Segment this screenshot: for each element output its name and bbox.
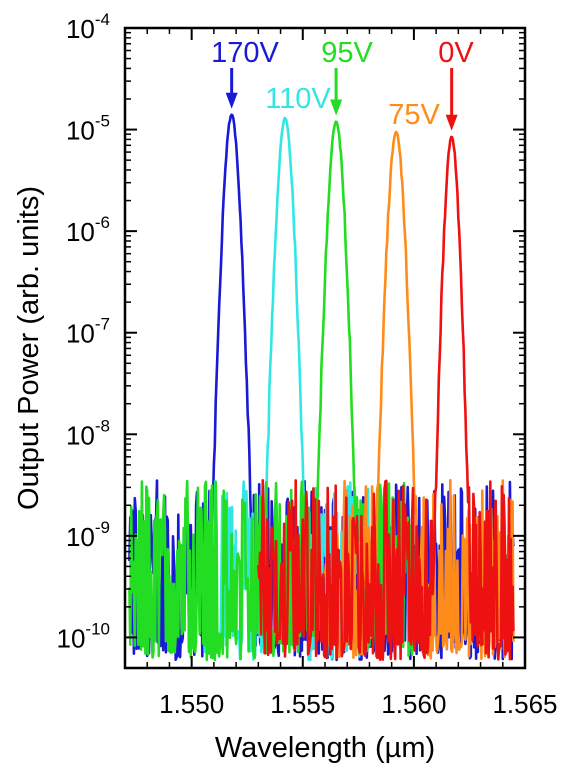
annotation-layer: 170V 110V 95V 75V 0V [211, 37, 474, 131]
annotation-arrow-head [445, 114, 458, 131]
x-tick-label: 1.560 [381, 689, 446, 719]
series-line-110v [201, 116, 371, 662]
annotation-label-95v: 95V [321, 37, 373, 69]
annotation-label-110v: 110V [265, 83, 331, 115]
y-axis-title: Output Power (arb. units) [13, 186, 45, 510]
x-tick-label: 1.565 [492, 689, 557, 719]
annotation-arrow-head [225, 92, 238, 109]
y-tick-label: 10-4 [66, 10, 110, 44]
y-tick-label: 10-7 [66, 315, 110, 349]
y-tick-label: 10-6 [66, 213, 110, 247]
y-tick-label: 10-5 [66, 112, 110, 146]
x-axis-title: Wavelength (µm) [215, 732, 435, 764]
y-tick-label: 10-8 [66, 416, 110, 450]
x-tick-label: 1.550 [159, 689, 224, 719]
series-layer [128, 113, 515, 662]
x-tick-label: 1.555 [270, 689, 335, 719]
annotation-label-0v: 0V [438, 37, 474, 69]
y-tick-label: 10-9 [66, 518, 110, 552]
tick-layer: 1.550 1.555 1.560 1.565 10-10 10-9 10-8 10-7 10-… [57, 10, 558, 719]
annotation-arrow-head [330, 99, 343, 116]
annotation-label-75v: 75V [388, 99, 440, 131]
y-tick-label: 10-10 [57, 619, 111, 653]
annotation-label-170v: 170V [211, 37, 279, 69]
series-line-0v [257, 135, 515, 662]
